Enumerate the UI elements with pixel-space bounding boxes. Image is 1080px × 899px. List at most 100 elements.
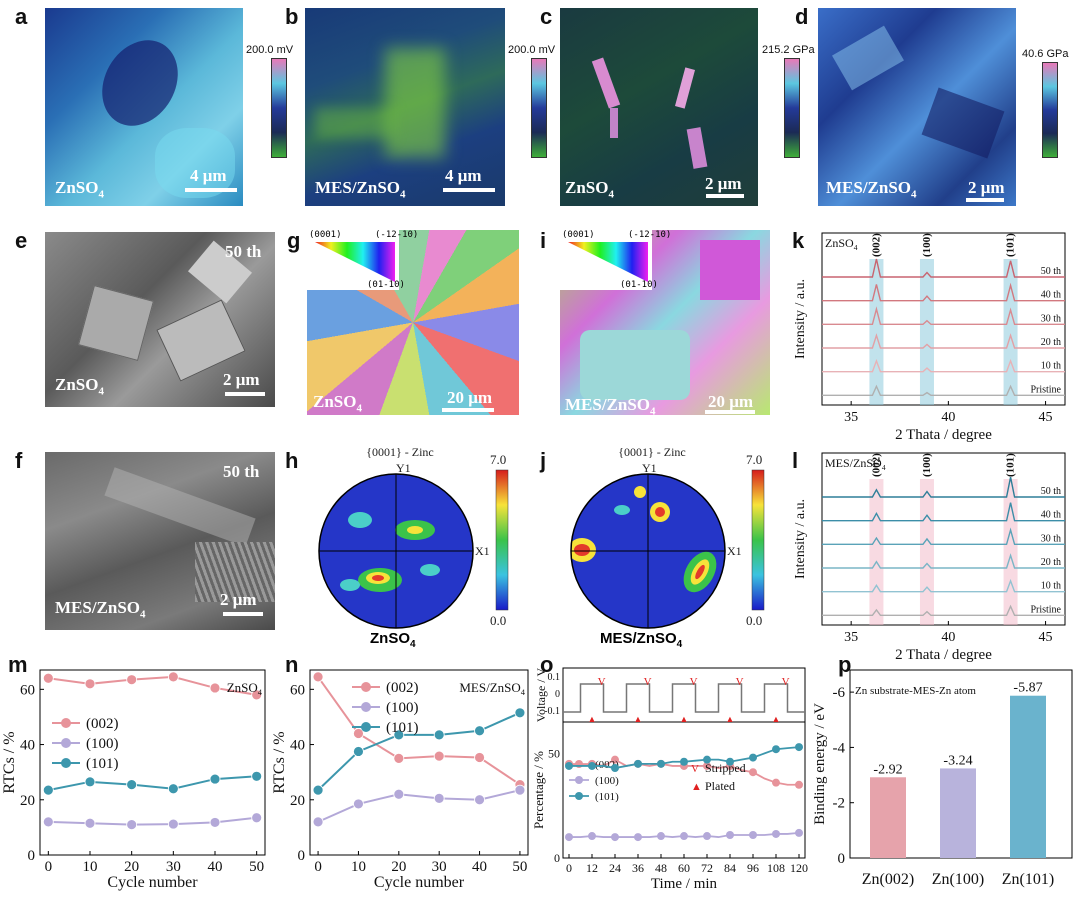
data-point <box>565 833 573 842</box>
plated-marker: ▲ <box>726 714 735 724</box>
data-point <box>84 776 96 788</box>
rtc-chart-mes: (002) (100) (101) 0 10 20 30 40 50 0 20 40 60 Cycle n… <box>271 669 529 891</box>
plated-marker: ▲ <box>588 714 597 724</box>
data-point <box>433 750 445 762</box>
x-axis-label: Time / min <box>651 876 718 892</box>
data-point <box>680 832 688 841</box>
legend-stripped-symbol: V <box>691 763 699 775</box>
data-point <box>353 728 364 739</box>
legend-label: (002) <box>86 716 119 732</box>
x-tick-label: 96 <box>747 861 759 875</box>
x-tick-label: 45 <box>1039 410 1053 425</box>
y-axis-label: Intensity / a.u. <box>793 279 808 359</box>
scale-bar <box>223 612 263 616</box>
panel-label-i: i <box>540 228 547 253</box>
x-axis-label: Cycle number <box>374 874 465 891</box>
panel-i-scale-text: 20 μm <box>708 392 754 411</box>
panel-label-h: h <box>285 448 299 473</box>
series-label: 50 th <box>1041 266 1061 277</box>
panel-f-cycle: 50 th <box>223 462 260 481</box>
series-label: 40 th <box>1041 510 1061 521</box>
data-point <box>703 832 711 841</box>
legend-label: (101) <box>595 791 619 803</box>
voltage-axis-label: Voltage / V <box>534 668 548 723</box>
stripped-marker: V <box>782 676 790 688</box>
series-label: 30 th <box>1041 533 1061 544</box>
data-point <box>749 830 757 839</box>
data-point <box>795 743 803 752</box>
panel-g-scale-text: 20 μm <box>447 388 493 407</box>
series-label: 20 th <box>1041 337 1061 348</box>
data-point <box>611 755 619 764</box>
colorbar-min: 0.0 <box>490 613 506 628</box>
data-point <box>474 725 485 737</box>
series-label: 20 th <box>1041 557 1061 568</box>
ebsd-map-mes: (0001) (-12-10) (01-10) MES/ZnSO4 20 μm <box>560 230 770 415</box>
plated-marker: ▲ <box>772 714 781 724</box>
data-point <box>703 755 711 764</box>
x-tick-label: 0 <box>314 859 322 875</box>
voltage-tick-label: -0.1 <box>544 706 560 717</box>
colorbar-d-max: 40.6 GPa <box>1022 48 1069 60</box>
panel-c-scale-text: 2 μm <box>705 174 742 193</box>
legend-plated-label: Plated <box>705 779 735 793</box>
panel-label-o: o <box>540 652 554 677</box>
sem-image-znso4: 50 th ZnSO4 2 μm <box>45 232 275 407</box>
peak-band <box>919 479 934 625</box>
x-tick-label: 50 <box>249 859 264 875</box>
panel-label-e: e <box>15 228 28 253</box>
stripped-marker: V <box>736 676 744 688</box>
xrd-series-line <box>822 553 1065 569</box>
x-tick-label: 45 <box>1039 630 1053 645</box>
panel-e-scale-text: 2 μm <box>223 370 260 389</box>
x-axis-label: Cycle number <box>107 874 198 891</box>
y-tick-label: 40 <box>20 738 35 754</box>
energy-bar <box>1010 695 1046 858</box>
chart-annotation: ZnSO4 <box>227 680 263 697</box>
panel-a-scale-text: 4 μm <box>190 166 227 185</box>
legend-stripped-label: Stripped <box>705 761 746 775</box>
legend-marker <box>361 702 371 712</box>
y-axis-label: RTCs / % <box>271 731 288 793</box>
data-point <box>634 759 642 768</box>
y-tick-label: 0 <box>28 848 36 864</box>
y-axis-label: Binding energy / eV <box>812 703 828 825</box>
data-point <box>611 833 619 842</box>
data-point <box>126 819 138 831</box>
colorbar-a-max: 200.0 mV <box>246 44 294 56</box>
data-point <box>514 707 526 719</box>
data-point <box>84 817 96 829</box>
value-label: -5.87 <box>1013 681 1042 696</box>
legend-marker <box>61 718 71 728</box>
xrd-series-line <box>822 477 1065 498</box>
data-point <box>393 752 405 764</box>
x-tick-label: 30 <box>166 859 181 875</box>
xrd-series-line <box>822 578 1065 593</box>
category-label: Zn(100) <box>932 871 984 888</box>
peak-band <box>869 479 884 625</box>
data-point <box>209 817 221 828</box>
category-label: Zn(002) <box>862 871 914 888</box>
data-point <box>703 761 711 770</box>
panel-d-scale-text: 2 μm <box>968 178 1005 197</box>
data-point <box>42 784 54 796</box>
data-point <box>749 753 757 762</box>
peak-band <box>919 259 934 405</box>
stripped-marker: V <box>598 676 606 688</box>
scale-bar <box>706 194 744 198</box>
panel-label-j: j <box>540 448 547 473</box>
data-point <box>209 682 221 694</box>
y-axis-label: Percentage / % <box>533 751 546 829</box>
x-tick-label: 20 <box>391 859 406 875</box>
data-point <box>209 773 221 785</box>
peak-label: (002) <box>870 233 882 257</box>
colorbar-a <box>271 58 287 158</box>
y-tick-label: 20 <box>290 793 305 809</box>
scale-bar <box>442 408 494 412</box>
series-line <box>317 789 521 823</box>
binding-energy-chart: -2.92 Zn(002) -3.24 Zn(100) -5.87 Zn(101) 0 -2 -… <box>812 669 1073 888</box>
legend-marker <box>361 722 371 732</box>
triangle-label-12-10: (-12-10) <box>375 230 419 240</box>
series-label: 30 th <box>1041 313 1061 324</box>
